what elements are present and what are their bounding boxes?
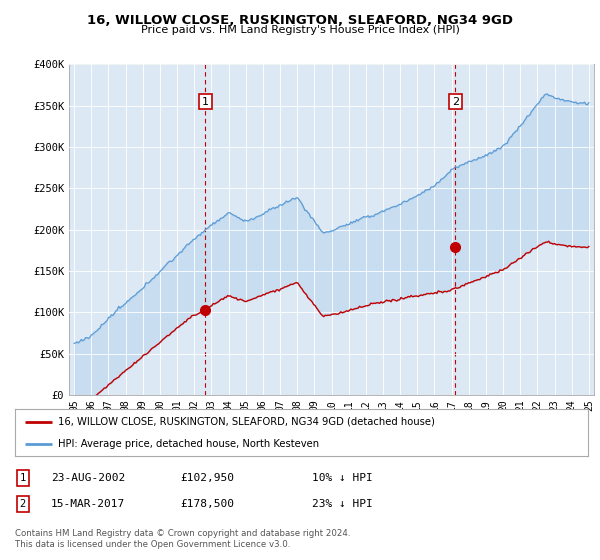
Text: £102,950: £102,950 — [180, 473, 234, 483]
Text: £178,500: £178,500 — [180, 499, 234, 509]
Text: Contains HM Land Registry data © Crown copyright and database right 2024.
This d: Contains HM Land Registry data © Crown c… — [15, 529, 350, 549]
Text: 1: 1 — [20, 473, 26, 483]
Text: 16, WILLOW CLOSE, RUSKINGTON, SLEAFORD, NG34 9GD (detached house): 16, WILLOW CLOSE, RUSKINGTON, SLEAFORD, … — [58, 417, 435, 427]
Text: 1: 1 — [202, 96, 209, 106]
Text: 2: 2 — [452, 96, 459, 106]
Text: 23-AUG-2002: 23-AUG-2002 — [51, 473, 125, 483]
Text: Price paid vs. HM Land Registry's House Price Index (HPI): Price paid vs. HM Land Registry's House … — [140, 25, 460, 35]
Text: 10% ↓ HPI: 10% ↓ HPI — [312, 473, 373, 483]
Text: 2: 2 — [20, 499, 26, 509]
Text: 23% ↓ HPI: 23% ↓ HPI — [312, 499, 373, 509]
Text: 16, WILLOW CLOSE, RUSKINGTON, SLEAFORD, NG34 9GD: 16, WILLOW CLOSE, RUSKINGTON, SLEAFORD, … — [87, 14, 513, 27]
Text: 15-MAR-2017: 15-MAR-2017 — [51, 499, 125, 509]
Text: HPI: Average price, detached house, North Kesteven: HPI: Average price, detached house, Nort… — [58, 438, 319, 449]
